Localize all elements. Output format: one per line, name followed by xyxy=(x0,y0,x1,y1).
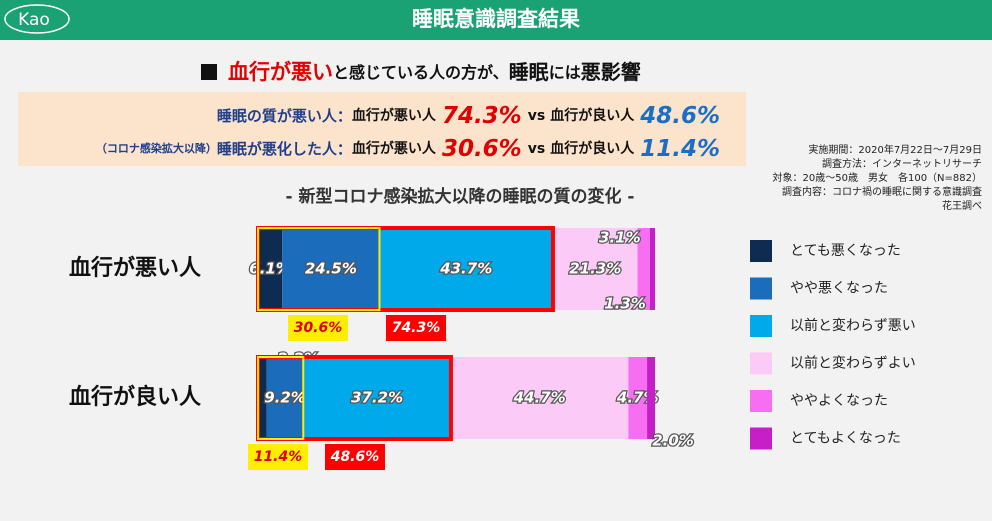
legend-swatch xyxy=(750,315,772,337)
summary-vs: vs xyxy=(528,141,545,157)
summary-value: 74.3% xyxy=(442,103,522,129)
legend-label: 以前と変わらず悪い xyxy=(790,317,916,334)
summary-group: 血行が良い人 xyxy=(550,140,635,157)
annotation-box xyxy=(325,444,385,470)
legend-swatch xyxy=(750,427,772,450)
annotation-label: 11.4% xyxy=(254,449,303,465)
logo-frame xyxy=(4,4,70,34)
bar-segment xyxy=(258,357,267,439)
chart-title: - 新型コロナ感染拡大以降の睡眠の質の変化 - xyxy=(286,186,635,207)
annotation-box xyxy=(248,444,308,470)
bar-segment xyxy=(282,228,380,310)
summary-box xyxy=(18,92,746,166)
legend-label: とても悪くなった xyxy=(790,243,901,259)
category-label: 血行が悪い人 xyxy=(69,255,201,281)
category-label: 血行が良い人 xyxy=(69,384,201,410)
value-label: 9.2% xyxy=(264,389,306,407)
headline-part: 悪影響 xyxy=(581,60,641,84)
page-title: 睡眠意識調査結果 xyxy=(412,7,580,31)
legend-swatch xyxy=(750,277,772,300)
value-label: 2.0% xyxy=(652,432,694,450)
bullet xyxy=(201,64,217,80)
highlight-outline xyxy=(257,227,381,311)
value-label: 3.1% xyxy=(599,229,641,247)
summary-group: 血行が悪い人 xyxy=(352,107,437,124)
legend-swatch xyxy=(750,390,772,412)
legend-label: ややよくなった xyxy=(790,393,888,409)
headline-part: と感じている人の方が、 xyxy=(333,63,509,82)
summary-label: 睡眠の質が悪い人： xyxy=(217,107,352,125)
annotation-label: 74.3% xyxy=(392,320,441,336)
bar-segment xyxy=(303,357,451,439)
note: 対象：20歳～50歳 男女 各100（N=882） xyxy=(773,171,982,184)
annotation-label: 48.6% xyxy=(330,449,380,465)
note: 実施期間：2020年7月22日～7月29日 xyxy=(808,143,982,156)
annotation-box xyxy=(288,315,348,341)
summary-prefix: （コロナ感染拡大以降） xyxy=(96,141,217,155)
bar-segment xyxy=(628,357,648,439)
highlight-outline xyxy=(257,356,305,440)
summary-label: 睡眠が悪化した人： xyxy=(217,140,352,158)
summary-vs: vs xyxy=(528,108,545,124)
headline-part: 睡眠 xyxy=(509,60,549,84)
legend-label: とてもよくなった xyxy=(790,431,901,447)
bar-segment xyxy=(266,357,304,439)
value-label: 24.5% xyxy=(305,260,357,278)
value-label: 44.7% xyxy=(513,389,566,407)
summary-value: 11.4% xyxy=(640,136,720,162)
headline-part: には xyxy=(549,63,581,82)
bar-segment xyxy=(379,228,553,310)
note: 花王調べ xyxy=(942,199,982,212)
legend-label: 以前と変わらずよい xyxy=(790,355,916,372)
legend-label: やや悪くなった xyxy=(790,281,888,297)
header-band xyxy=(0,0,992,40)
value-label: 43.7% xyxy=(439,260,492,278)
note: 調査方法：インターネットリサーチ xyxy=(822,157,982,170)
bar-segment xyxy=(552,228,638,310)
note: 調査内容：コロナ禍の睡眠に関する意識調査 xyxy=(782,185,982,198)
annotation-label: 30.6% xyxy=(294,320,343,336)
value-label: 37.2% xyxy=(351,389,403,407)
summary-group: 血行が良い人 xyxy=(550,107,635,124)
headline: 血行が悪いと感じている人の方が、睡眠には悪影響 xyxy=(228,60,641,85)
value-label: 21.3% xyxy=(569,260,621,278)
summary-row: （コロナ感染拡大以降）睡眠が悪化した人：血行が悪い人 30.6% vs 血行が良い人 1… xyxy=(96,136,720,162)
summary-value: 48.6% xyxy=(639,103,720,129)
bar-segment xyxy=(647,357,655,439)
summary-row: 睡眠の質が悪い人：血行が悪い人 74.3% vs 血行が良い人 48.6% xyxy=(217,103,720,129)
headline-part: 血行が悪い xyxy=(228,60,333,84)
legend-swatch xyxy=(750,240,772,262)
bar-segment xyxy=(258,228,283,310)
summary-group: 血行が悪い人 xyxy=(352,140,437,157)
annotation-box xyxy=(386,315,446,341)
logo: Kao xyxy=(18,10,50,30)
value-label: 1.3% xyxy=(604,295,646,313)
summary-value: 30.6% xyxy=(442,136,522,162)
legend-swatch xyxy=(750,352,772,375)
bar-segment xyxy=(637,228,650,310)
bar-segment xyxy=(649,228,655,310)
bar-segment xyxy=(450,357,629,439)
